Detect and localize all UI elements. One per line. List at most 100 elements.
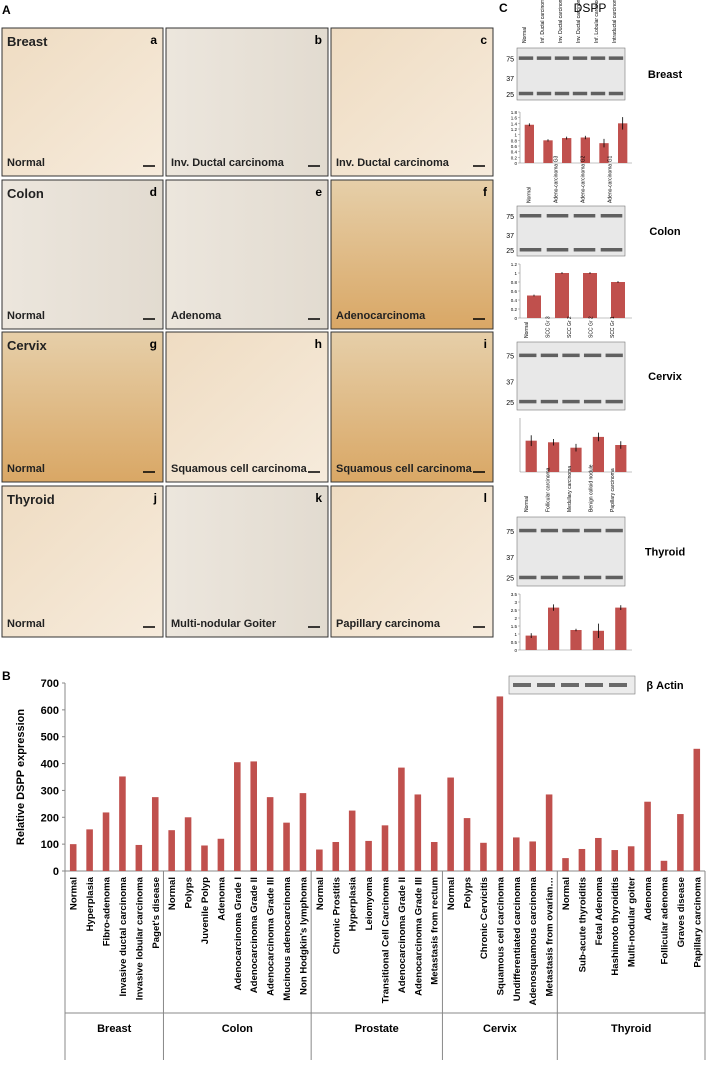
blot bbox=[516, 341, 626, 411]
band bbox=[609, 683, 627, 687]
quant-tick-label: 0 bbox=[514, 161, 517, 166]
bar bbox=[660, 860, 668, 871]
group-label: Breast bbox=[97, 1023, 132, 1035]
band bbox=[562, 528, 580, 533]
bar bbox=[480, 842, 487, 871]
bar bbox=[184, 817, 192, 871]
quant-bar bbox=[543, 140, 553, 163]
quant-bar bbox=[592, 436, 604, 472]
quant-bar bbox=[570, 630, 582, 650]
band bbox=[583, 353, 602, 358]
lane-label: SCC Gr 2 bbox=[589, 316, 595, 338]
y-tick-label: 700 bbox=[41, 678, 59, 690]
lane-label: Follicular carcinoma bbox=[545, 467, 551, 512]
micrograph bbox=[1, 485, 164, 638]
band bbox=[519, 399, 537, 404]
panel-letter: d bbox=[150, 185, 157, 199]
x-tick-label: Adenoma bbox=[643, 876, 654, 920]
quant-bar bbox=[524, 124, 534, 163]
band bbox=[583, 528, 602, 533]
bar bbox=[463, 818, 471, 871]
tissue-label: Breast bbox=[7, 34, 48, 49]
bar bbox=[119, 776, 126, 871]
blot bbox=[516, 47, 626, 101]
tile-caption: Adenocarcinoma bbox=[336, 310, 426, 322]
band bbox=[573, 248, 596, 252]
lane-label: Medullary carcinoma bbox=[567, 466, 573, 512]
tile-caption: Multi-nodular Goiter bbox=[171, 618, 277, 630]
lane-label: Inv. Ductal carcinoma bbox=[576, 0, 582, 43]
micrograph bbox=[165, 331, 329, 483]
lane-label: Normal bbox=[522, 27, 528, 43]
mw-marker: 75 bbox=[506, 56, 514, 63]
quant-tick-label: 2 bbox=[514, 616, 517, 621]
blot-tissue: Colon bbox=[649, 226, 680, 238]
blot-title: DSPP bbox=[574, 1, 607, 15]
lane-label: Adeno-carcinoma G1 bbox=[608, 156, 614, 203]
quant-tick-label: 0.5 bbox=[511, 640, 518, 645]
band bbox=[605, 353, 623, 358]
quant-bar bbox=[562, 138, 572, 163]
tissue-label: Thyroid bbox=[7, 492, 55, 507]
bar bbox=[102, 812, 110, 871]
panel-label: C bbox=[499, 1, 508, 15]
quant-tick-label: 0.8 bbox=[511, 280, 518, 285]
quant-tick-label: 1 bbox=[514, 271, 517, 276]
panel-letter: h bbox=[315, 337, 322, 351]
mw-marker: 25 bbox=[506, 248, 514, 255]
group-label: Colon bbox=[222, 1023, 253, 1035]
x-tick-label: Adenocarcinoma Grade III bbox=[266, 877, 277, 996]
quant-bar bbox=[525, 440, 537, 472]
micrograph bbox=[330, 27, 494, 177]
group-label: Thyroid bbox=[611, 1023, 651, 1035]
lane-label: Inf. Lobular carcinoma bbox=[594, 0, 600, 43]
panel-label: B bbox=[2, 669, 11, 683]
quant-bar bbox=[580, 137, 590, 163]
bar bbox=[316, 849, 323, 871]
micrograph bbox=[1, 27, 164, 177]
x-tick-label: Graves disease bbox=[676, 877, 687, 947]
panel-label: A bbox=[2, 3, 11, 17]
x-tick-label: Follicular adenoma bbox=[659, 876, 670, 964]
quant-bar bbox=[548, 442, 560, 472]
bar bbox=[644, 801, 651, 871]
bar bbox=[398, 767, 405, 871]
band bbox=[519, 353, 537, 358]
bar bbox=[677, 814, 684, 871]
lane-label: SCC Gr 3 bbox=[545, 316, 551, 338]
micrograph bbox=[165, 27, 329, 177]
x-tick-label: Normal bbox=[446, 877, 457, 910]
band bbox=[585, 683, 603, 687]
bar bbox=[414, 794, 422, 871]
band bbox=[573, 214, 596, 218]
x-tick-label: Invasive lobular carcinoma bbox=[134, 876, 145, 1000]
micrograph bbox=[330, 485, 494, 638]
quant-tick-label: 3.5 bbox=[511, 592, 518, 597]
quant-bar bbox=[611, 282, 625, 318]
band bbox=[540, 399, 559, 404]
x-tick-label: Normal bbox=[69, 877, 80, 910]
tile-caption: Adenoma bbox=[171, 310, 222, 322]
band bbox=[540, 353, 559, 358]
micrograph bbox=[165, 485, 329, 638]
quant-bar bbox=[618, 123, 628, 163]
bar bbox=[496, 696, 504, 871]
band bbox=[562, 575, 580, 580]
bar bbox=[365, 840, 372, 871]
lane-label: Normal bbox=[524, 496, 530, 512]
lane-label: SCC Gr 1 bbox=[610, 316, 616, 338]
quant-bar bbox=[592, 630, 604, 650]
tile-caption: Normal bbox=[7, 618, 45, 630]
lane-label: Normal bbox=[527, 187, 533, 203]
band bbox=[561, 683, 579, 687]
band bbox=[608, 56, 624, 60]
bar bbox=[578, 848, 586, 871]
band bbox=[605, 528, 623, 533]
x-tick-label: Non Hodgkin's lymphoma bbox=[298, 876, 309, 995]
lane-label: Intraductal carcinoma bbox=[612, 0, 618, 43]
x-tick-label: Undifferentiated carcinoma bbox=[512, 876, 523, 1001]
x-tick-label: Adenosquamous carcinoma bbox=[528, 876, 539, 1005]
bar bbox=[545, 794, 553, 871]
quant-bar bbox=[527, 295, 541, 318]
y-tick-label: 600 bbox=[41, 705, 59, 717]
